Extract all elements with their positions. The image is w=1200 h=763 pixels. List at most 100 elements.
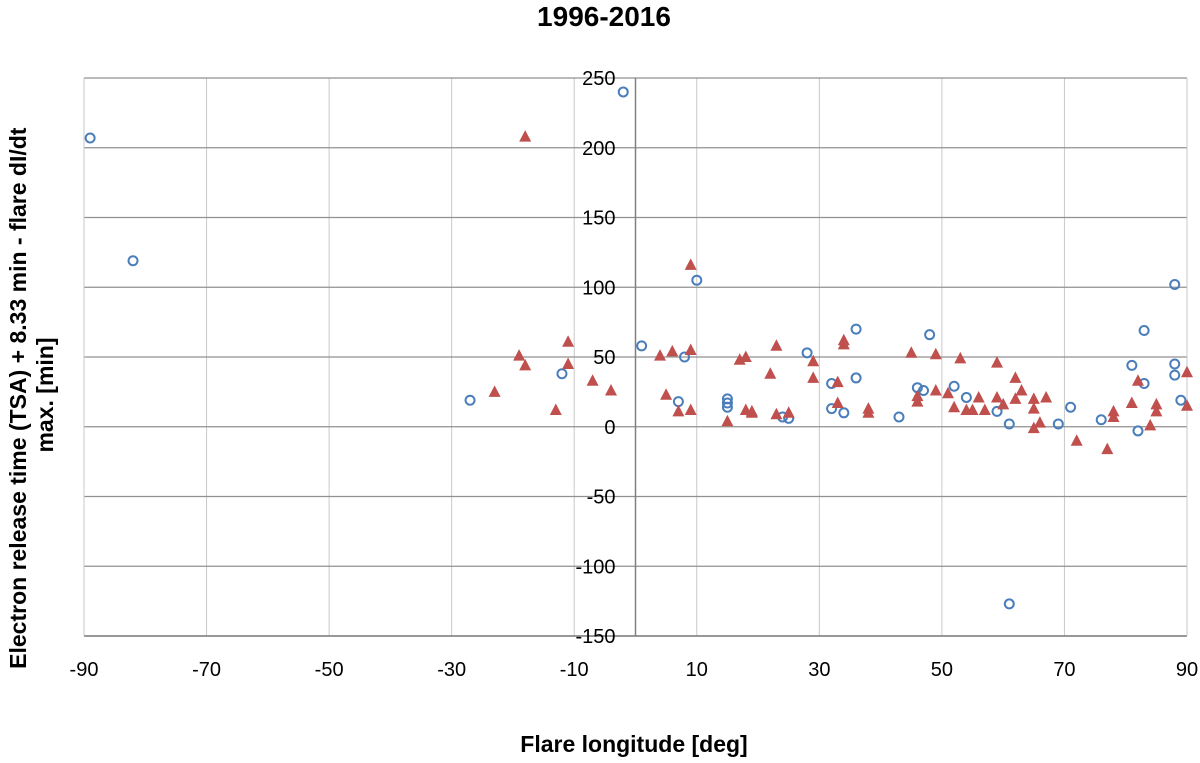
triangle-point-3	[519, 130, 532, 142]
circle-point-0	[84, 132, 96, 144]
circle-point-17	[838, 407, 850, 419]
triangle-point-44	[972, 391, 985, 403]
triangle-point-40	[948, 400, 961, 413]
triangle-point-64	[1150, 397, 1163, 410]
circle-point-32	[1126, 359, 1138, 371]
circle-point-26	[991, 405, 1003, 417]
triangle-point-27	[807, 371, 820, 383]
circle-point-11	[721, 401, 733, 413]
circle-point-1	[127, 255, 139, 267]
triangle-point-23	[770, 339, 783, 351]
circle-point-38	[1169, 369, 1181, 381]
y-tick-label-7: -100	[575, 556, 615, 578]
triangle-point-36	[911, 395, 924, 407]
circle-point-19	[850, 372, 862, 384]
triangle-point-31	[837, 337, 850, 350]
triangle-point-28	[831, 375, 844, 388]
triangle-point-26	[807, 354, 820, 367]
y-tick-label-0: 250	[582, 68, 615, 90]
triangle-point-50	[1009, 392, 1022, 404]
y-tick-label-3: 100	[582, 277, 615, 299]
x-tick-label-7: 50	[931, 659, 953, 681]
triangle-point-58	[1101, 442, 1114, 455]
triangle-point-49	[1009, 371, 1022, 383]
triangle-point-12	[672, 404, 685, 417]
triangle-point-7	[586, 374, 599, 386]
triangle-point-41	[954, 351, 967, 364]
triangle-point-21	[745, 404, 758, 417]
x-tick-labels: -90 -70 -50 -30 -10 10 30 50 70 90	[70, 659, 1199, 681]
x-tick-label-0: -90	[70, 659, 99, 681]
triangle-point-60	[1107, 410, 1120, 422]
circle-point-25	[960, 391, 972, 403]
x-tick-label-3: -30	[437, 659, 466, 681]
x-tick-label-8: 70	[1053, 659, 1075, 681]
circle-point-4	[617, 86, 629, 98]
triangle-point-45	[978, 403, 991, 415]
triangle-point-1	[513, 349, 526, 361]
circle-point-20	[893, 411, 905, 423]
triangle-point-11	[666, 344, 679, 357]
triangle-point-34	[905, 346, 918, 358]
triangle-point-38	[929, 384, 942, 396]
circle-point-15	[826, 403, 838, 415]
triangle-point-43	[966, 403, 979, 415]
triangle-point-52	[1027, 392, 1040, 404]
x-tick-label-5: 10	[686, 659, 708, 681]
triangle-point-48	[997, 397, 1010, 410]
triangle-point-51	[1015, 384, 1028, 396]
triangle-point-54	[1027, 421, 1040, 434]
triangle-point-55	[1033, 416, 1046, 428]
circle-point-24	[948, 380, 960, 392]
triangle-point-63	[1144, 418, 1157, 431]
circle-point-31	[1095, 414, 1107, 426]
y-tick-label-5: 0	[604, 417, 615, 439]
circle-point-23	[924, 329, 936, 341]
triangle-point-5	[562, 335, 575, 347]
x-tick-label-1: -70	[192, 659, 221, 681]
x-tick-label-4: -10	[560, 659, 589, 681]
circle-point-36	[1169, 278, 1181, 290]
circle-point-7	[679, 351, 691, 363]
circle-point-28	[1003, 598, 1015, 610]
triangle-point-57	[1070, 434, 1083, 446]
triangle-point-16	[721, 414, 734, 427]
triangle-point-0	[488, 385, 501, 397]
axes	[83, 78, 1188, 637]
triangle-point-56	[1040, 391, 1053, 403]
chart-title: 1996-2016	[537, 1, 671, 32]
y-tick-labels: 250 200 150 100 50 0 -50 -100 -150	[575, 68, 615, 648]
circle-point-39	[1175, 394, 1187, 406]
y-tick-label-1: 200	[582, 138, 615, 160]
x-tick-label-6: 30	[808, 659, 830, 681]
triangle-point-4	[549, 403, 562, 415]
triangle-point-37	[929, 347, 942, 360]
triangle-point-65	[1150, 404, 1163, 417]
circle-point-22	[918, 384, 930, 396]
triangle-point-8	[605, 384, 617, 396]
triangle-point-39	[942, 386, 954, 399]
triangle-point-62	[1132, 374, 1144, 386]
y-tick-label-6: -50	[587, 487, 616, 509]
triangle-point-53	[1027, 402, 1040, 414]
triangle-point-24	[770, 407, 783, 420]
triangle-point-10	[660, 388, 673, 400]
circle-point-14	[801, 347, 813, 359]
circle-point-3	[556, 368, 568, 380]
x-tick-label-9: 90	[1176, 659, 1198, 681]
triangle-point-9	[654, 349, 666, 361]
circle-point-30	[1065, 401, 1077, 413]
triangle-point-33	[862, 406, 875, 418]
circle-point-18	[850, 323, 862, 335]
circle-point-33	[1132, 425, 1144, 437]
x-axis-label: Flare longitude [deg]	[520, 731, 747, 757]
triangle-point-14	[684, 403, 697, 415]
circle-point-8	[691, 274, 703, 286]
triangle-point-46	[991, 356, 1003, 368]
triangle-point-67	[1181, 399, 1193, 411]
series-triangles	[488, 130, 1193, 455]
circle-point-34	[1138, 324, 1150, 336]
circle-point-27	[1003, 418, 1015, 430]
triangle-point-61	[1125, 396, 1138, 408]
